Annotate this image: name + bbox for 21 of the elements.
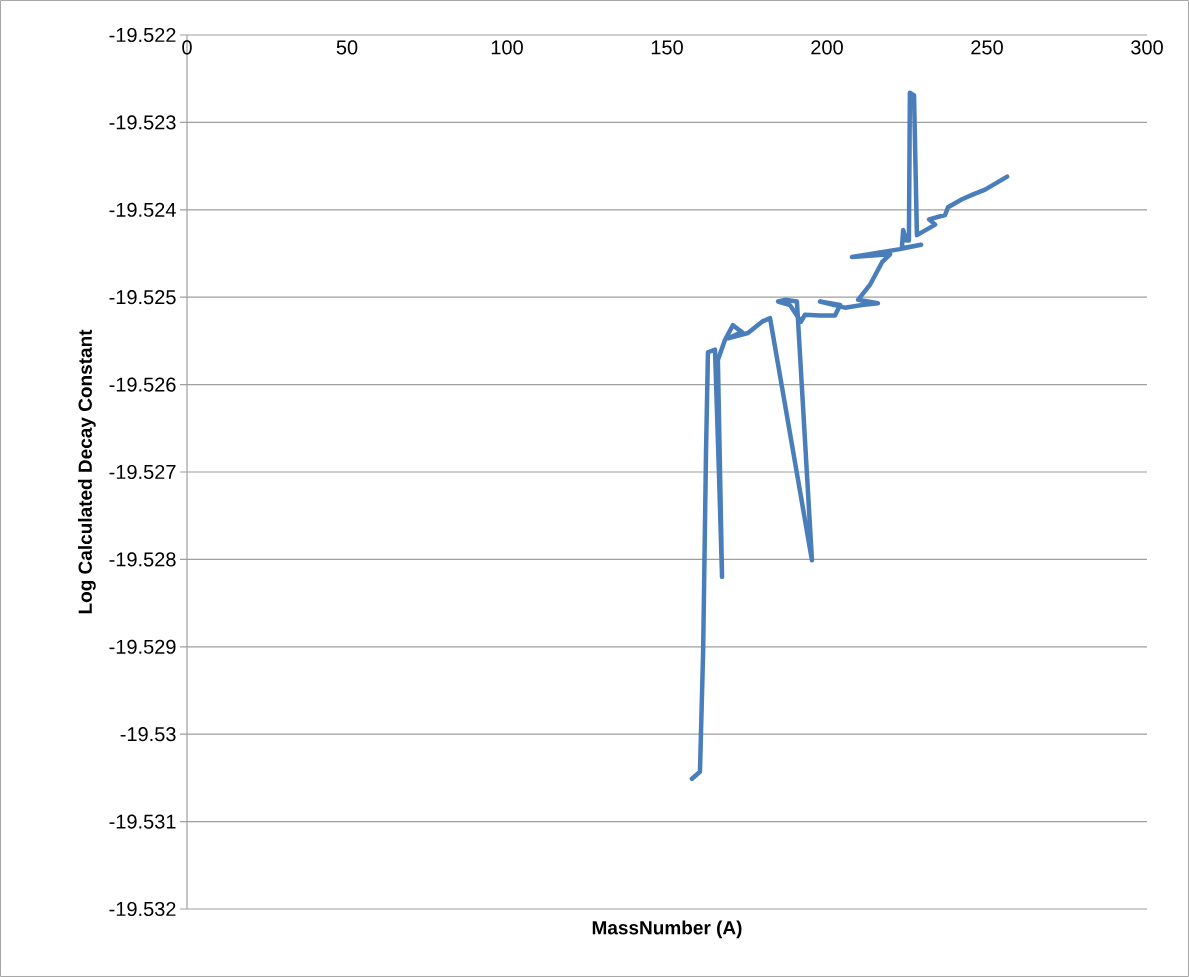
- x-tick-label: 0: [182, 40, 192, 55]
- x-tick-label: 300: [1131, 40, 1163, 55]
- y-tick-label: -19.527: [109, 464, 176, 480]
- y-tick-label: -19.523: [109, 115, 176, 130]
- y-axis-title: Log Calculated Decay Constant: [77, 329, 96, 614]
- x-axis-title: MassNumber (A): [592, 920, 742, 939]
- x-tick-label: 50: [336, 40, 358, 55]
- y-tick-label: -19.529: [109, 639, 176, 654]
- y-tick-label: -19.53: [120, 727, 176, 742]
- y-tick-label: -19.531: [109, 814, 176, 829]
- y-tick-label: -19.522: [109, 27, 176, 43]
- y-tick-label: -19.528: [109, 552, 176, 567]
- x-tick-label: 250: [971, 40, 1003, 55]
- x-tick-label: 200: [811, 40, 843, 55]
- x-tick-label: 100: [491, 40, 523, 55]
- y-tick-label: -19.526: [109, 377, 176, 392]
- x-tick-label: 150: [651, 40, 683, 55]
- y-tick-label: -19.525: [109, 290, 176, 305]
- line-series: [689, 90, 1010, 782]
- y-tick-label: -19.524: [109, 202, 176, 217]
- y-tick-label: -19.532: [109, 901, 176, 917]
